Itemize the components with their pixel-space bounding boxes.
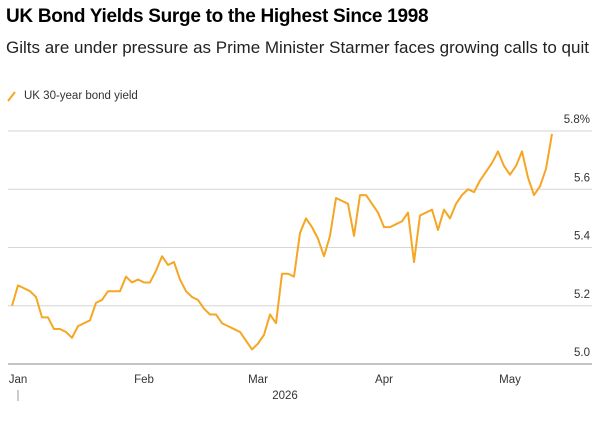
year-label: 2026 xyxy=(272,390,298,402)
chart-title: UK Bond Yields Surge to the Highest Sinc… xyxy=(6,6,429,27)
x-tick-label: Jan xyxy=(9,374,28,386)
y-tick-label: 5.2 xyxy=(574,289,590,301)
y-tick-label: 5.8% xyxy=(564,114,590,126)
x-tick-label: Feb xyxy=(134,374,154,386)
x-tick-label: Mar xyxy=(248,374,268,386)
x-tick-label: May xyxy=(499,374,521,386)
line-series xyxy=(11,133,553,351)
legend-label: UK 30-year bond yield xyxy=(24,90,138,102)
y-tick-label: 5.6 xyxy=(574,172,590,184)
legend-swatch xyxy=(7,91,16,102)
y-tick-label: 5.0 xyxy=(574,347,590,359)
y-tick-label: 5.4 xyxy=(574,231,591,243)
chart-subtitle: Gilts are under pressure as Prime Minist… xyxy=(6,38,589,57)
x-tick-label: Apr xyxy=(375,374,393,386)
